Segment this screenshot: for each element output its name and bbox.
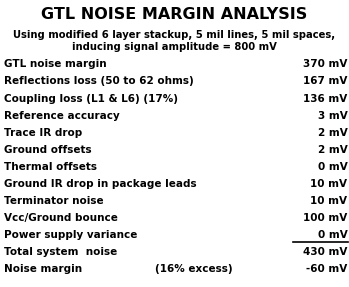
- Text: 136 mV: 136 mV: [303, 94, 347, 104]
- Text: Total system  noise: Total system noise: [4, 247, 117, 257]
- Text: 100 mV: 100 mV: [303, 213, 347, 223]
- Text: 2 mV: 2 mV: [318, 128, 347, 138]
- Text: Using modified 6 layer stackup, 5 mil lines, 5 mil spaces,
inducing signal ampli: Using modified 6 layer stackup, 5 mil li…: [14, 30, 335, 52]
- Text: 0 mV: 0 mV: [318, 230, 347, 240]
- Text: Noise margin: Noise margin: [4, 264, 82, 274]
- Text: Reference accuracy: Reference accuracy: [4, 110, 120, 121]
- Text: 167 mV: 167 mV: [303, 76, 347, 86]
- Text: Reflections loss (50 to 62 ohms): Reflections loss (50 to 62 ohms): [4, 76, 194, 86]
- Text: Terminator noise: Terminator noise: [4, 196, 104, 206]
- Text: -60 mV: -60 mV: [306, 264, 347, 274]
- Text: (16% excess): (16% excess): [155, 264, 232, 274]
- Text: Vcc/Ground bounce: Vcc/Ground bounce: [4, 213, 118, 223]
- Text: GTL noise margin: GTL noise margin: [4, 59, 107, 69]
- Text: 10 mV: 10 mV: [310, 196, 347, 206]
- Text: Trace IR drop: Trace IR drop: [4, 128, 82, 138]
- Text: Ground offsets: Ground offsets: [4, 145, 92, 155]
- Text: Ground IR drop in package leads: Ground IR drop in package leads: [4, 179, 197, 189]
- Text: 0 mV: 0 mV: [318, 162, 347, 172]
- Text: 430 mV: 430 mV: [303, 247, 347, 257]
- Text: 2 mV: 2 mV: [318, 145, 347, 155]
- Text: Power supply variance: Power supply variance: [4, 230, 138, 240]
- Text: 10 mV: 10 mV: [310, 179, 347, 189]
- Text: Thermal offsets: Thermal offsets: [4, 162, 97, 172]
- Text: 3 mV: 3 mV: [318, 110, 347, 121]
- Text: 370 mV: 370 mV: [303, 59, 347, 69]
- Text: GTL NOISE MARGIN ANALYSIS: GTL NOISE MARGIN ANALYSIS: [42, 7, 307, 22]
- Text: Coupling loss (L1 & L6) (17%): Coupling loss (L1 & L6) (17%): [4, 94, 178, 104]
